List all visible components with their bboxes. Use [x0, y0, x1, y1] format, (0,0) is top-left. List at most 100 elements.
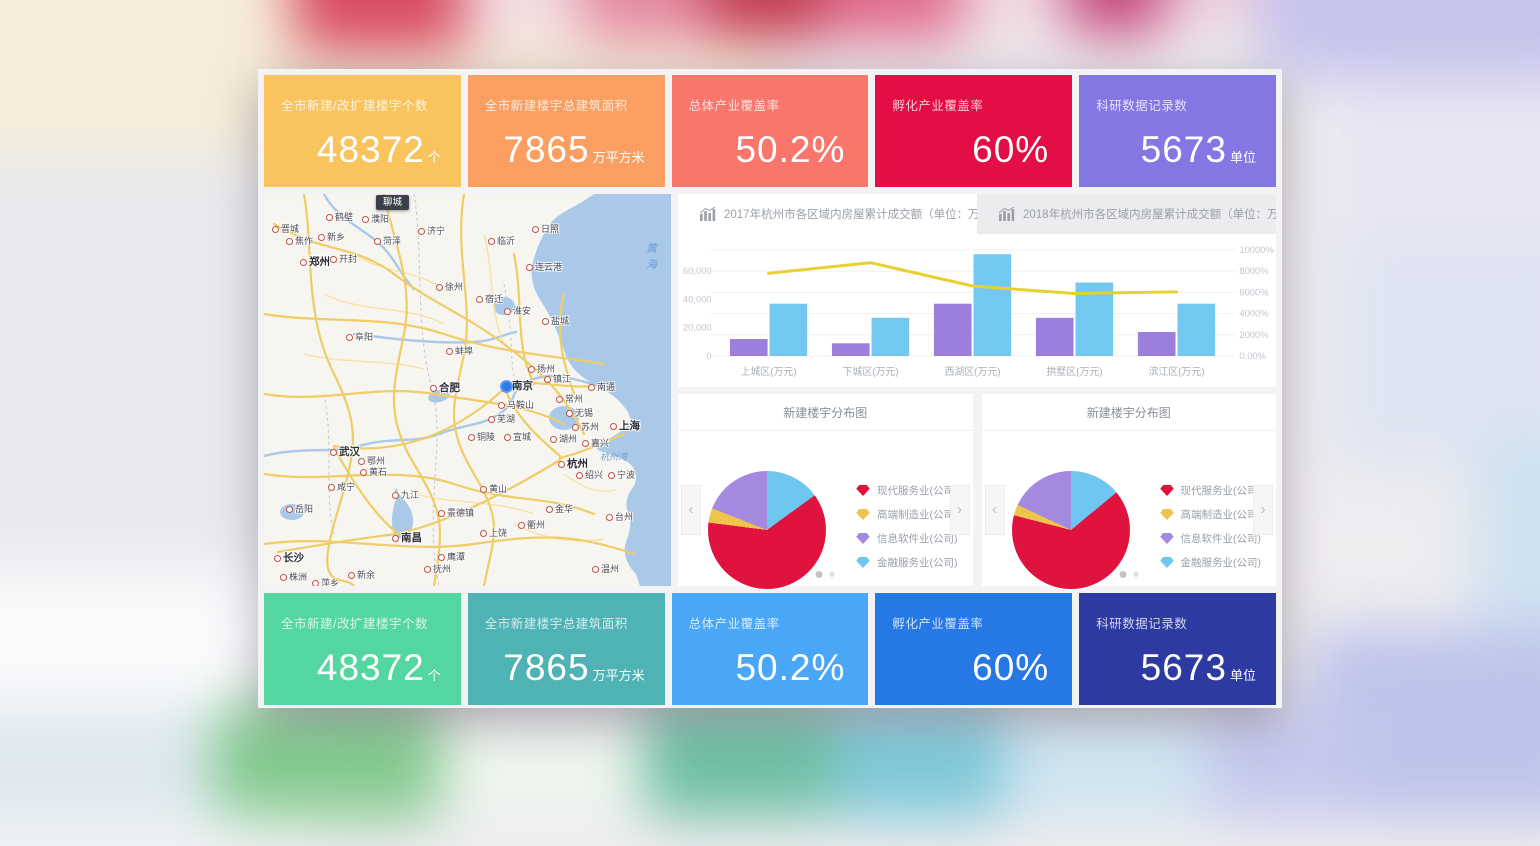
carousel-prev-button[interactable]: ‹ [984, 484, 1005, 535]
kpi-card: 总体产业覆盖率 50.2% [671, 75, 869, 187]
pie-title: 新建楼宇分布图 [981, 394, 1276, 431]
dashboard-panel: 全市新建/改扩建楼宇个数 48372 个 全市新建楼宇总建筑面积 7865 万平方米… [258, 69, 1282, 708]
kpi-title: 全市新建楼宇总建筑面积 [484, 99, 628, 113]
kpi-value: 5673 [1140, 647, 1227, 688]
kpi-value: 7865 [503, 647, 590, 688]
kpi-card: 科研数据记录数 5673 单位 [1079, 75, 1276, 187]
diamond-icon [1159, 509, 1174, 520]
pie-legend: 现代服务业(公司) 高端制造业(公司) 信息软件业(公司) 金融服务业(公司) [1159, 483, 1262, 579]
kpi-row-bottom: 全市新建/改扩建楼宇个数 48372 个 全市新建楼宇总建筑面积 7865 万平方米… [264, 593, 1276, 705]
kpi-card: 全市新建楼宇总建筑面积 7865 万平方米 [467, 593, 665, 705]
svg-text:6000%: 6000% [1239, 287, 1269, 298]
legend-item[interactable]: 金融服务业(公司) [1159, 555, 1262, 570]
svg-text:60,000: 60,000 [683, 266, 712, 277]
map-bay-label: 杭州湾 [600, 452, 628, 462]
map-location-marker[interactable] [500, 380, 513, 393]
tab-bar-chart-2018[interactable]: 2018年杭州市各区域内房屋累计成交额（单位：万元） [977, 194, 1276, 234]
carousel-dots [1119, 571, 1139, 578]
pie-panel-2: 新建楼宇分布图 ‹ 现代服务业(公司) 高端制造业(公司) 信息软件业(公司) 金融服… [981, 394, 1276, 589]
svg-text:0.00%: 0.00% [1239, 351, 1266, 362]
bar-line-chart: 0.00% 2000% 4000% 6000% 8000% 10000% 0 20,000 40… [683, 245, 1275, 378]
kpi-unit: 万平方米 [592, 150, 645, 165]
legend-label: 现代服务业(公司) [877, 485, 958, 497]
tab-label: 2017年杭州市各区域内房屋累计成交额（单位：万元） [724, 209, 977, 221]
diamond-icon [1159, 485, 1174, 496]
carousel-next-button[interactable]: › [1253, 484, 1273, 535]
map-sea-label: 黄海 [646, 243, 659, 271]
legend-item[interactable]: 信息软件业(公司) [1159, 531, 1262, 546]
kpi-value: 7865 [503, 129, 590, 170]
legend-label: 高端制造业(公司) [877, 509, 958, 521]
svg-text:上城区(万元): 上城区(万元) [741, 366, 797, 378]
kpi-title: 科研数据记录数 [1096, 99, 1188, 113]
carousel-dot[interactable] [829, 572, 835, 577]
svg-text:拱墅区(万元): 拱墅区(万元) [1047, 365, 1103, 378]
kpi-value: 5673 [1140, 129, 1227, 170]
svg-text:2000%: 2000% [1239, 330, 1269, 341]
kpi-title: 总体产业覆盖率 [688, 617, 780, 631]
carousel-dot-active[interactable] [1119, 571, 1127, 578]
svg-text:8000%: 8000% [1239, 266, 1269, 277]
bar-chart-icon [700, 207, 716, 221]
map-tooltip: 聊城 [376, 195, 410, 210]
carousel-prev-button[interactable]: ‹ [681, 484, 701, 535]
legend-item[interactable]: 现代服务业(公司) [856, 483, 958, 498]
kpi-title: 科研数据记录数 [1096, 617, 1188, 631]
kpi-unit: 单位 [1229, 150, 1256, 165]
diamond-icon [856, 533, 870, 544]
kpi-value: 48372 [316, 647, 425, 688]
kpi-card: 孵化产业覆盖率 60% [875, 593, 1073, 705]
kpi-card: 总体产业覆盖率 50.2% [671, 593, 869, 705]
legend-label: 现代服务业(公司) [1180, 485, 1262, 497]
legend-item[interactable]: 高端制造业(公司) [1159, 507, 1262, 522]
svg-text:0: 0 [706, 351, 711, 362]
diamond-icon [1159, 557, 1174, 568]
pie-chart [1011, 471, 1130, 589]
diamond-icon [856, 557, 870, 568]
legend-item[interactable]: 信息软件业(公司) [856, 531, 958, 546]
kpi-unit: 单位 [1229, 668, 1256, 683]
bar-chart-icon [999, 207, 1015, 221]
kpi-value: 60% [972, 129, 1050, 170]
pie-panel-1: 新建楼宇分布图 ‹ 现代服务业(公司) 高端制造业(公司) 信息软件业(公司) 金融服… [678, 394, 973, 589]
legend-item[interactable]: 现代服务业(公司) [1159, 483, 1262, 498]
legend-item[interactable]: 金融服务业(公司) [856, 555, 958, 570]
kpi-row-top: 全市新建/改扩建楼宇个数 48372 个 全市新建楼宇总建筑面积 7865 万平方米… [264, 75, 1276, 187]
kpi-value: 50.2% [735, 647, 846, 688]
legend-label: 金融服务业(公司) [877, 557, 958, 569]
legend-label: 信息软件业(公司) [1180, 533, 1262, 545]
svg-text:4000%: 4000% [1239, 309, 1269, 320]
carousel-dots [815, 571, 835, 578]
kpi-card: 全市新建/改扩建楼宇个数 48372 个 [264, 593, 461, 705]
carousel-dot[interactable] [1133, 572, 1139, 577]
kpi-card: 孵化产业覆盖率 60% [875, 75, 1073, 187]
kpi-card: 全市新建/改扩建楼宇个数 48372 个 [264, 75, 461, 187]
kpi-title: 孵化产业覆盖率 [892, 617, 984, 631]
diamond-icon [856, 509, 870, 520]
svg-text:10000%: 10000% [1239, 245, 1274, 256]
kpi-unit: 万平方米 [592, 668, 645, 683]
pie-chart [708, 471, 826, 589]
svg-text:西湖区(万元): 西湖区(万元) [945, 366, 1001, 378]
map-canvas [264, 194, 671, 586]
kpi-value: 48372 [316, 129, 425, 170]
tab-bar-chart-2017[interactable]: 2017年杭州市各区域内房屋累计成交额（单位：万元） [678, 194, 977, 234]
kpi-title: 孵化产业覆盖率 [892, 99, 984, 113]
svg-text:滨江区(万元): 滨江区(万元) [1148, 365, 1204, 378]
bar-line-chart-card: 0.00% 2000% 4000% 6000% 8000% 10000% 0 20,000 40… [678, 234, 1276, 387]
legend-item[interactable]: 高端制造业(公司) [856, 507, 958, 522]
kpi-title: 全市新建/改扩建楼宇个数 [281, 617, 428, 631]
carousel-dot-active[interactable] [815, 571, 823, 578]
kpi-title: 全市新建楼宇总建筑面积 [484, 617, 628, 631]
kpi-value: 50.2% [735, 129, 846, 170]
svg-text:20,000: 20,000 [683, 323, 712, 334]
legend-label: 信息软件业(公司) [877, 533, 958, 545]
map[interactable]: 晋城 鹤壁 濮阳 新乡 焦作 菏泽 济宁 郑州 开封 临沂 日照 连云港 徐州 宿迁 淮安 盐城 阜阳 蚌埠 合肥扬… [264, 194, 671, 586]
svg-text:下城区(万元): 下城区(万元) [843, 366, 899, 378]
legend-label: 高端制造业(公司) [1180, 509, 1262, 521]
carousel-next-button[interactable]: › [949, 484, 970, 535]
kpi-value: 60% [972, 647, 1050, 688]
diamond-icon [1159, 533, 1174, 544]
legend-label: 金融服务业(公司) [1180, 557, 1262, 569]
kpi-card: 全市新建楼宇总建筑面积 7865 万平方米 [467, 75, 665, 187]
